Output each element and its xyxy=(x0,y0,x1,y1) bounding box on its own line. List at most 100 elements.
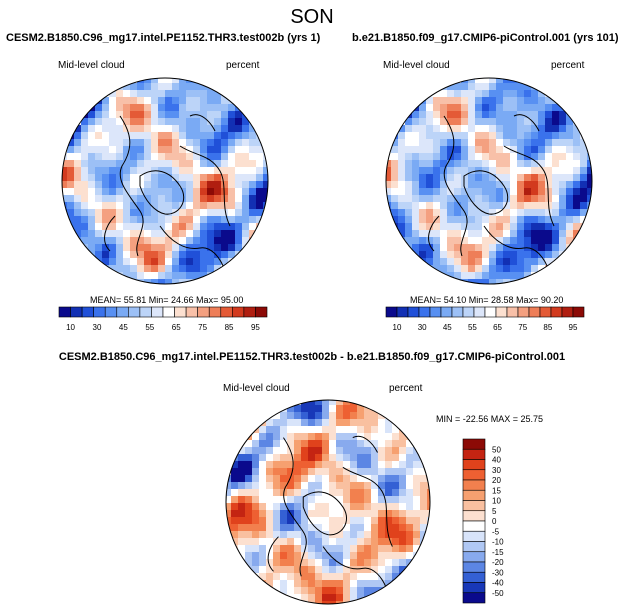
colorbar-3-tick-label: -30 xyxy=(492,568,504,577)
panel-1-stats: MEAN= 55.81 Min= 24.66 Max= 95.00 xyxy=(90,295,244,305)
panel-3-units: percent xyxy=(389,383,423,394)
panel-2-field xyxy=(386,78,592,284)
colorbar-1-swatch-14 xyxy=(220,306,233,318)
colorbar-3-swatch-5 xyxy=(462,489,486,501)
colorbar-2-swatch-3 xyxy=(418,306,431,318)
colorbar-3-tick-label: -40 xyxy=(492,579,504,588)
colorbar-2-tick-label: 10 xyxy=(393,323,402,332)
panel-2-map xyxy=(385,77,593,285)
colorbar-2-swatch-5 xyxy=(440,306,453,318)
colorbar-1-swatch-11 xyxy=(185,306,198,318)
colorbar-2-swatch-6 xyxy=(451,306,464,318)
colorbar-1-swatch-17 xyxy=(255,306,268,318)
colorbar-3-swatch-7 xyxy=(462,510,486,522)
panel-1-variable: Mid-level cloud xyxy=(58,60,125,71)
colorbar-2-swatch-4 xyxy=(429,306,442,318)
colorbar-1-tick-label: 75 xyxy=(198,323,207,332)
colorbar-3-tick-label: 30 xyxy=(492,466,501,475)
colorbar-3-tick-label: 0 xyxy=(492,517,497,526)
colorbar-2-tick-label: 45 xyxy=(443,323,452,332)
colorbar-3-tick-label: -20 xyxy=(492,558,504,567)
colorbar-1-swatch-6 xyxy=(128,306,141,318)
colorbar-3-swatch-0 xyxy=(462,438,486,450)
panel-3-stats: MIN = -22.56 MAX = 25.75 xyxy=(436,414,544,424)
colorbar-2-swatch-9 xyxy=(484,306,497,318)
colorbar-2-swatch-11 xyxy=(506,306,519,318)
panel-2-title: b.e21.B1850.f09_g17.CMIP6-piControl.001 … xyxy=(352,32,619,44)
colorbar-1-swatch-12 xyxy=(197,306,210,318)
colorbar-1-swatch-8 xyxy=(151,306,164,318)
colorbar-3-tick-label: 40 xyxy=(492,456,501,465)
panel-1-colorbar: 10 30 45 55 65 75 85 95 xyxy=(58,306,268,332)
colorbar-2-swatch-2 xyxy=(407,306,420,318)
colorbar-2-swatch-15 xyxy=(550,306,563,318)
colorbar-3-swatch-8 xyxy=(462,520,486,532)
colorbar-1-swatch-4 xyxy=(104,306,118,318)
panel-2-coastlines xyxy=(428,114,555,272)
panel-1-units: percent xyxy=(226,60,260,71)
panel-1-title: CESM2.B1850.C96_mg17.intel.PE1152.THR3.t… xyxy=(6,32,321,44)
colorbar-1-swatch-5 xyxy=(116,306,129,318)
colorbar-3-tick-label: -5 xyxy=(492,527,500,536)
colorbar-3-swatch-9 xyxy=(462,530,486,542)
colorbar-3-tick-label: -50 xyxy=(492,589,504,598)
colorbar-2-tick-label: 55 xyxy=(468,323,477,332)
colorbar-2-swatch-16 xyxy=(561,306,574,318)
colorbar-1-swatch-9 xyxy=(162,306,175,318)
colorbar-2-tick-label: 30 xyxy=(418,323,427,332)
colorbar-3-swatch-15 xyxy=(462,592,486,604)
colorbar-1-tick-label: 95 xyxy=(251,323,260,332)
panel-1-field xyxy=(62,78,268,284)
colorbar-2-swatch-12 xyxy=(517,306,530,318)
colorbar-2-tick-label: 65 xyxy=(493,323,502,332)
colorbar-1-tick-label: 30 xyxy=(93,323,102,332)
colorbar-2-swatch-10 xyxy=(495,306,508,318)
colorbar-2-tick-label: 85 xyxy=(543,323,552,332)
colorbar-2-swatch-7 xyxy=(462,306,475,318)
colorbar-3-swatch-3 xyxy=(462,469,486,481)
colorbar-1-tick-label: 45 xyxy=(119,323,128,332)
panel-2-units: percent xyxy=(551,60,585,71)
colorbar-3-swatch-12 xyxy=(462,561,486,573)
colorbar-1-swatch-13 xyxy=(208,306,222,318)
colorbar-1-swatch-7 xyxy=(139,306,152,318)
colorbar-2-swatch-1 xyxy=(396,306,409,318)
panel-3-title: CESM2.B1850.C96_mg17.intel.PE1152.THR3.t… xyxy=(58,351,566,363)
colorbar-3-swatch-4 xyxy=(462,479,486,491)
panel-3-variable: Mid-level cloud xyxy=(223,383,290,394)
colorbar-1-swatch-15 xyxy=(232,306,245,318)
colorbar-2-tick-label: 95 xyxy=(569,323,578,332)
colorbar-3-swatch-1 xyxy=(462,448,486,460)
colorbar-3-swatch-2 xyxy=(462,459,486,471)
colorbar-2-swatch-0 xyxy=(385,306,398,318)
colorbar-3-tick-label: 15 xyxy=(492,486,501,495)
colorbar-1-swatch-3 xyxy=(93,306,106,318)
colorbar-1-swatch-16 xyxy=(243,306,256,318)
panel-3-map-border xyxy=(225,399,431,605)
colorbar-1-tick-label: 55 xyxy=(145,323,154,332)
panel-2-stats: MEAN= 54.10 Min= 28.58 Max= 90.20 xyxy=(410,295,564,305)
colorbar-3-tick-label: -15 xyxy=(492,548,504,557)
colorbar-3-swatch-13 xyxy=(462,571,486,583)
colorbar-3-tick-label: -10 xyxy=(492,538,504,547)
colorbar-3-swatch-14 xyxy=(462,582,486,594)
colorbar-2-swatch-8 xyxy=(473,306,486,318)
colorbar-2-swatch-17 xyxy=(572,306,585,318)
colorbar-1-swatch-1 xyxy=(70,306,83,318)
panel-1-map-border xyxy=(61,77,269,285)
panel-3-map xyxy=(225,399,431,605)
colorbar-2-swatch-13 xyxy=(528,306,541,318)
colorbar-3-swatch-11 xyxy=(462,551,486,563)
colorbar-3-tick-label: 50 xyxy=(492,445,501,454)
panel-3-coastlines xyxy=(267,435,393,592)
panel-2-colorbar: 10 30 45 55 65 75 85 95 xyxy=(385,306,585,332)
colorbar-1-swatch-10 xyxy=(174,306,187,318)
panel-1-map xyxy=(61,77,269,285)
panel-3-field xyxy=(226,400,430,604)
colorbar-1-tick-label: 85 xyxy=(225,323,234,332)
colorbar-1-swatch-2 xyxy=(81,306,94,318)
panel-1-coastlines xyxy=(104,114,231,272)
colorbar-2-tick-label: 75 xyxy=(518,323,527,332)
figure-title: SON xyxy=(290,6,334,28)
